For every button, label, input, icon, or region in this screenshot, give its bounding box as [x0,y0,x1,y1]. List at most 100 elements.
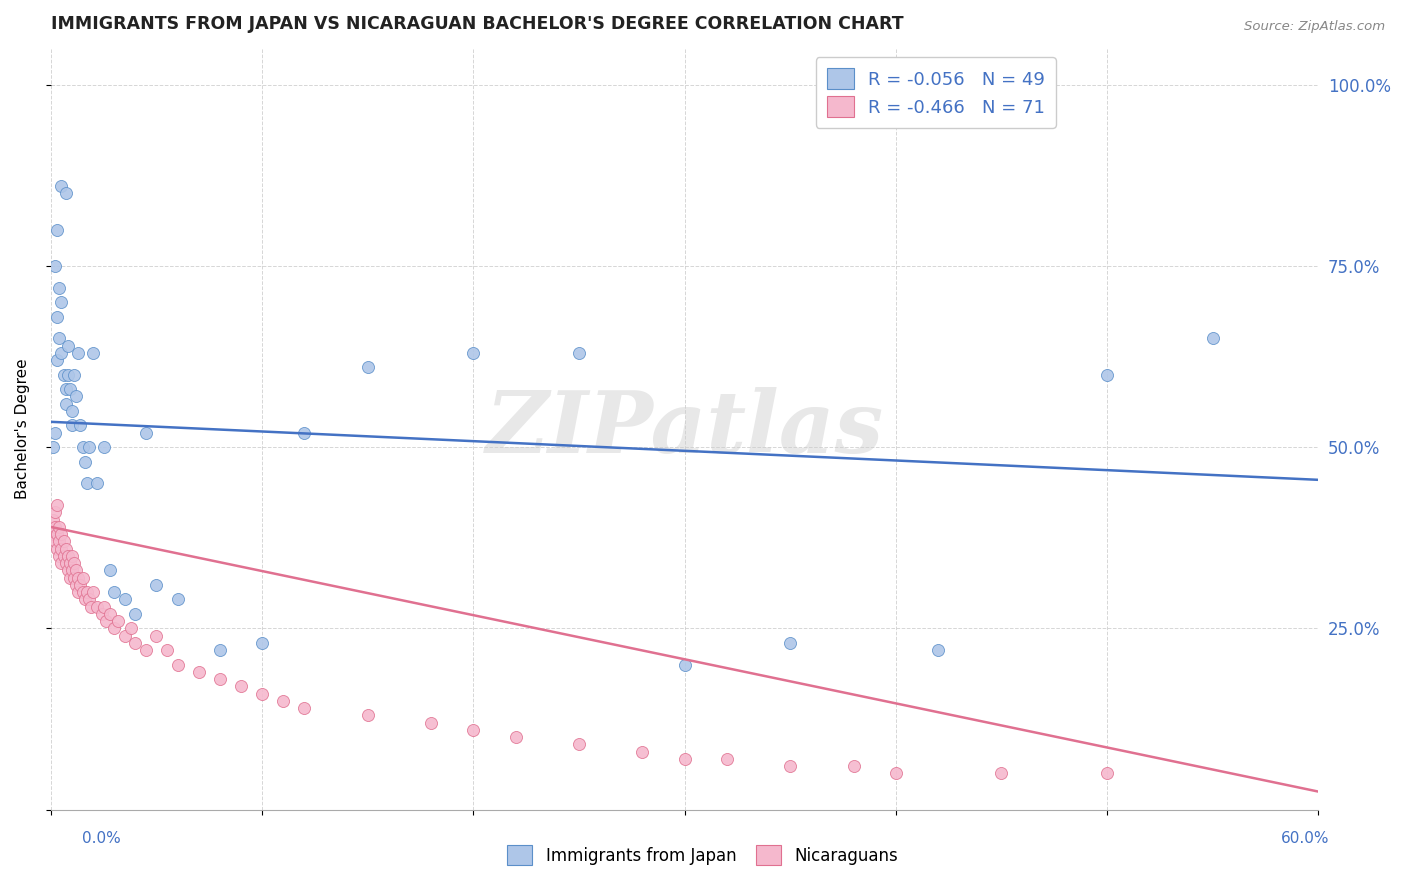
Point [927,643,949,657]
Point [55,541,77,556]
Point [250,636,273,650]
Point [86,599,108,614]
Point [44,520,66,534]
Point [52,549,75,563]
Point [67,346,90,360]
Point [93,599,115,614]
Point [292,425,315,440]
Point [42,527,65,541]
Point [46,310,69,324]
Point [568,346,591,360]
Point [52,534,75,549]
Point [48,549,70,563]
Point [166,657,188,672]
Point [98,564,121,578]
Point [94,614,117,628]
Point [98,607,121,621]
Text: ZIPatlas: ZIPatlas [485,387,883,471]
Point [63,368,86,382]
Point [145,578,167,592]
Point [187,665,209,679]
Point [48,520,70,534]
Point [77,440,100,454]
Point [48,331,70,345]
Point [42,513,65,527]
Point [46,541,69,556]
Point [60,564,83,578]
Point [463,346,485,360]
Point [48,281,70,295]
Point [673,752,696,766]
Point [46,223,69,237]
Legend: Immigrants from Japan, Nicaraguans: Immigrants from Japan, Nicaraguans [499,837,907,873]
Point [90,607,112,621]
Point [46,353,69,368]
Point [55,556,77,570]
Point [93,440,115,454]
Point [63,571,86,585]
Point [229,680,252,694]
Point [72,440,94,454]
Point [842,759,865,773]
Y-axis label: Bachelor's Degree: Bachelor's Degree [15,359,30,500]
Point [73,455,96,469]
Point [55,397,77,411]
Point [44,425,66,440]
Point [357,708,380,723]
Point [124,607,146,621]
Point [463,723,485,737]
Point [65,578,87,592]
Point [46,527,69,541]
Point [505,730,527,744]
Point [1201,331,1223,345]
Point [779,759,801,773]
Point [65,564,87,578]
Point [250,687,273,701]
Point [82,585,104,599]
Text: IMMIGRANTS FROM JAPAN VS NICARAGUAN BACHELOR'S DEGREE CORRELATION CHART: IMMIGRANTS FROM JAPAN VS NICARAGUAN BACH… [51,15,904,33]
Point [156,643,179,657]
Point [271,694,294,708]
Point [114,629,136,643]
Point [60,549,83,563]
Point [51,346,73,360]
Point [208,643,231,657]
Point [420,715,443,730]
Point [568,738,591,752]
Point [56,549,79,563]
Point [69,578,91,592]
Point [42,440,65,454]
Point [67,571,90,585]
Point [55,186,77,201]
Point [67,585,90,599]
Point [673,657,696,672]
Point [72,571,94,585]
Point [86,476,108,491]
Point [135,425,157,440]
Point [779,636,801,650]
Point [51,295,73,310]
Point [1095,766,1118,780]
Point [166,592,188,607]
Point [120,622,142,636]
Point [60,418,83,433]
Point [56,564,79,578]
Point [51,556,73,570]
Point [884,766,907,780]
Point [44,259,66,273]
Point [76,585,98,599]
Point [59,382,82,396]
Point [56,339,79,353]
Point [51,527,73,541]
Point [44,534,66,549]
Point [73,592,96,607]
Point [77,592,100,607]
Point [51,179,73,194]
Point [1095,368,1118,382]
Point [51,541,73,556]
Point [59,571,82,585]
Point [46,498,69,512]
Point [52,368,75,382]
Point [107,614,129,628]
Point [208,672,231,686]
